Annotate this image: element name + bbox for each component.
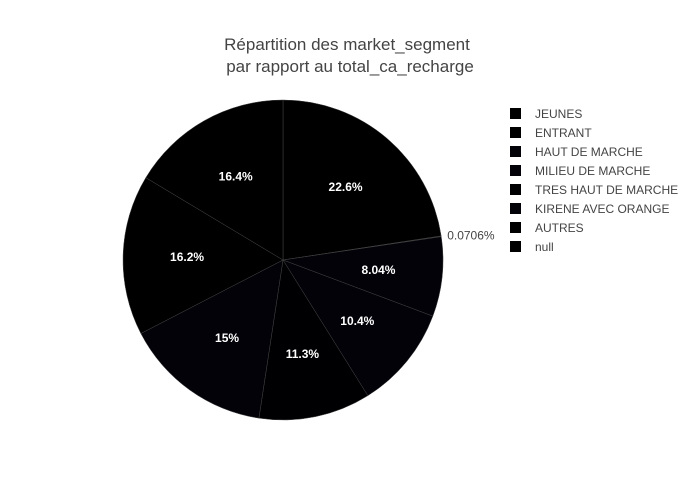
legend-swatch	[510, 146, 521, 157]
chart-title-line-2: par rapport au total_ca_recharge	[226, 57, 474, 76]
legend-swatch	[510, 184, 521, 195]
legend-label: null	[535, 240, 554, 254]
legend: JEUNES ENTRANT HAUT DE MARCHE MILIEU DE MAR…	[510, 107, 678, 254]
legend-item-null[interactable]: null	[510, 240, 554, 254]
legend-swatch	[510, 241, 521, 252]
legend-item-milieu-de-marche[interactable]: MILIEU DE MARCHE	[510, 164, 650, 178]
pie-slice-milieu-de-marche[interactable]	[282, 259, 434, 397]
pie-slices	[122, 99, 444, 421]
slice-label: 15%	[215, 331, 239, 345]
chart-title: Répartition des market_segment par rappo…	[224, 35, 474, 76]
legend-item-haut-de-marche[interactable]: HAUT DE MARCHE	[510, 145, 643, 159]
slice-label: 10.4%	[340, 314, 374, 328]
pie-slice-null[interactable]	[145, 99, 284, 261]
pie-slice-jeunes[interactable]	[282, 99, 442, 261]
legend-label: JEUNES	[535, 107, 582, 121]
legend-swatch	[510, 127, 521, 138]
legend-label: HAUT DE MARCHE	[535, 145, 643, 159]
legend-swatch	[510, 222, 521, 233]
slice-label: 16.4%	[219, 169, 253, 183]
slice-label: 0.0706%	[447, 229, 495, 243]
legend-swatch	[510, 203, 521, 214]
legend-label: MILIEU DE MARCHE	[535, 164, 650, 178]
legend-swatch	[510, 165, 521, 176]
slice-label: 22.6%	[329, 180, 363, 194]
pie-slice-autres[interactable]	[122, 177, 284, 334]
legend-label: AUTRES	[535, 221, 584, 235]
legend-label: TRES HAUT DE MARCHE	[535, 183, 678, 197]
pie-slice-labels: 22.6% 0.0706% 8.04% 10.4% 11.3% 15% 16.2% 16.4%	[170, 169, 495, 361]
chart-title-line-1: Répartition des market_segment	[224, 35, 470, 54]
pie-slice-tres-haut-de-marche[interactable]	[258, 259, 369, 421]
legend-label: KIRENE AVEC ORANGE	[535, 202, 669, 216]
slice-label: 8.04%	[361, 263, 395, 277]
legend-item-kirene-avec-orange[interactable]: KIRENE AVEC ORANGE	[510, 202, 669, 216]
legend-item-autres[interactable]: AUTRES	[510, 221, 584, 235]
legend-item-entrant[interactable]: ENTRANT	[510, 126, 592, 140]
legend-label: ENTRANT	[535, 126, 592, 140]
legend-swatch	[510, 108, 521, 119]
slice-label: 11.3%	[286, 347, 320, 361]
legend-item-tres-haut-de-marche[interactable]: TRES HAUT DE MARCHE	[510, 183, 678, 197]
pie-slice-kirene-avec-orange[interactable]	[140, 259, 284, 419]
legend-item-jeunes[interactable]: JEUNES	[510, 107, 582, 121]
slice-label: 16.2%	[170, 250, 204, 264]
